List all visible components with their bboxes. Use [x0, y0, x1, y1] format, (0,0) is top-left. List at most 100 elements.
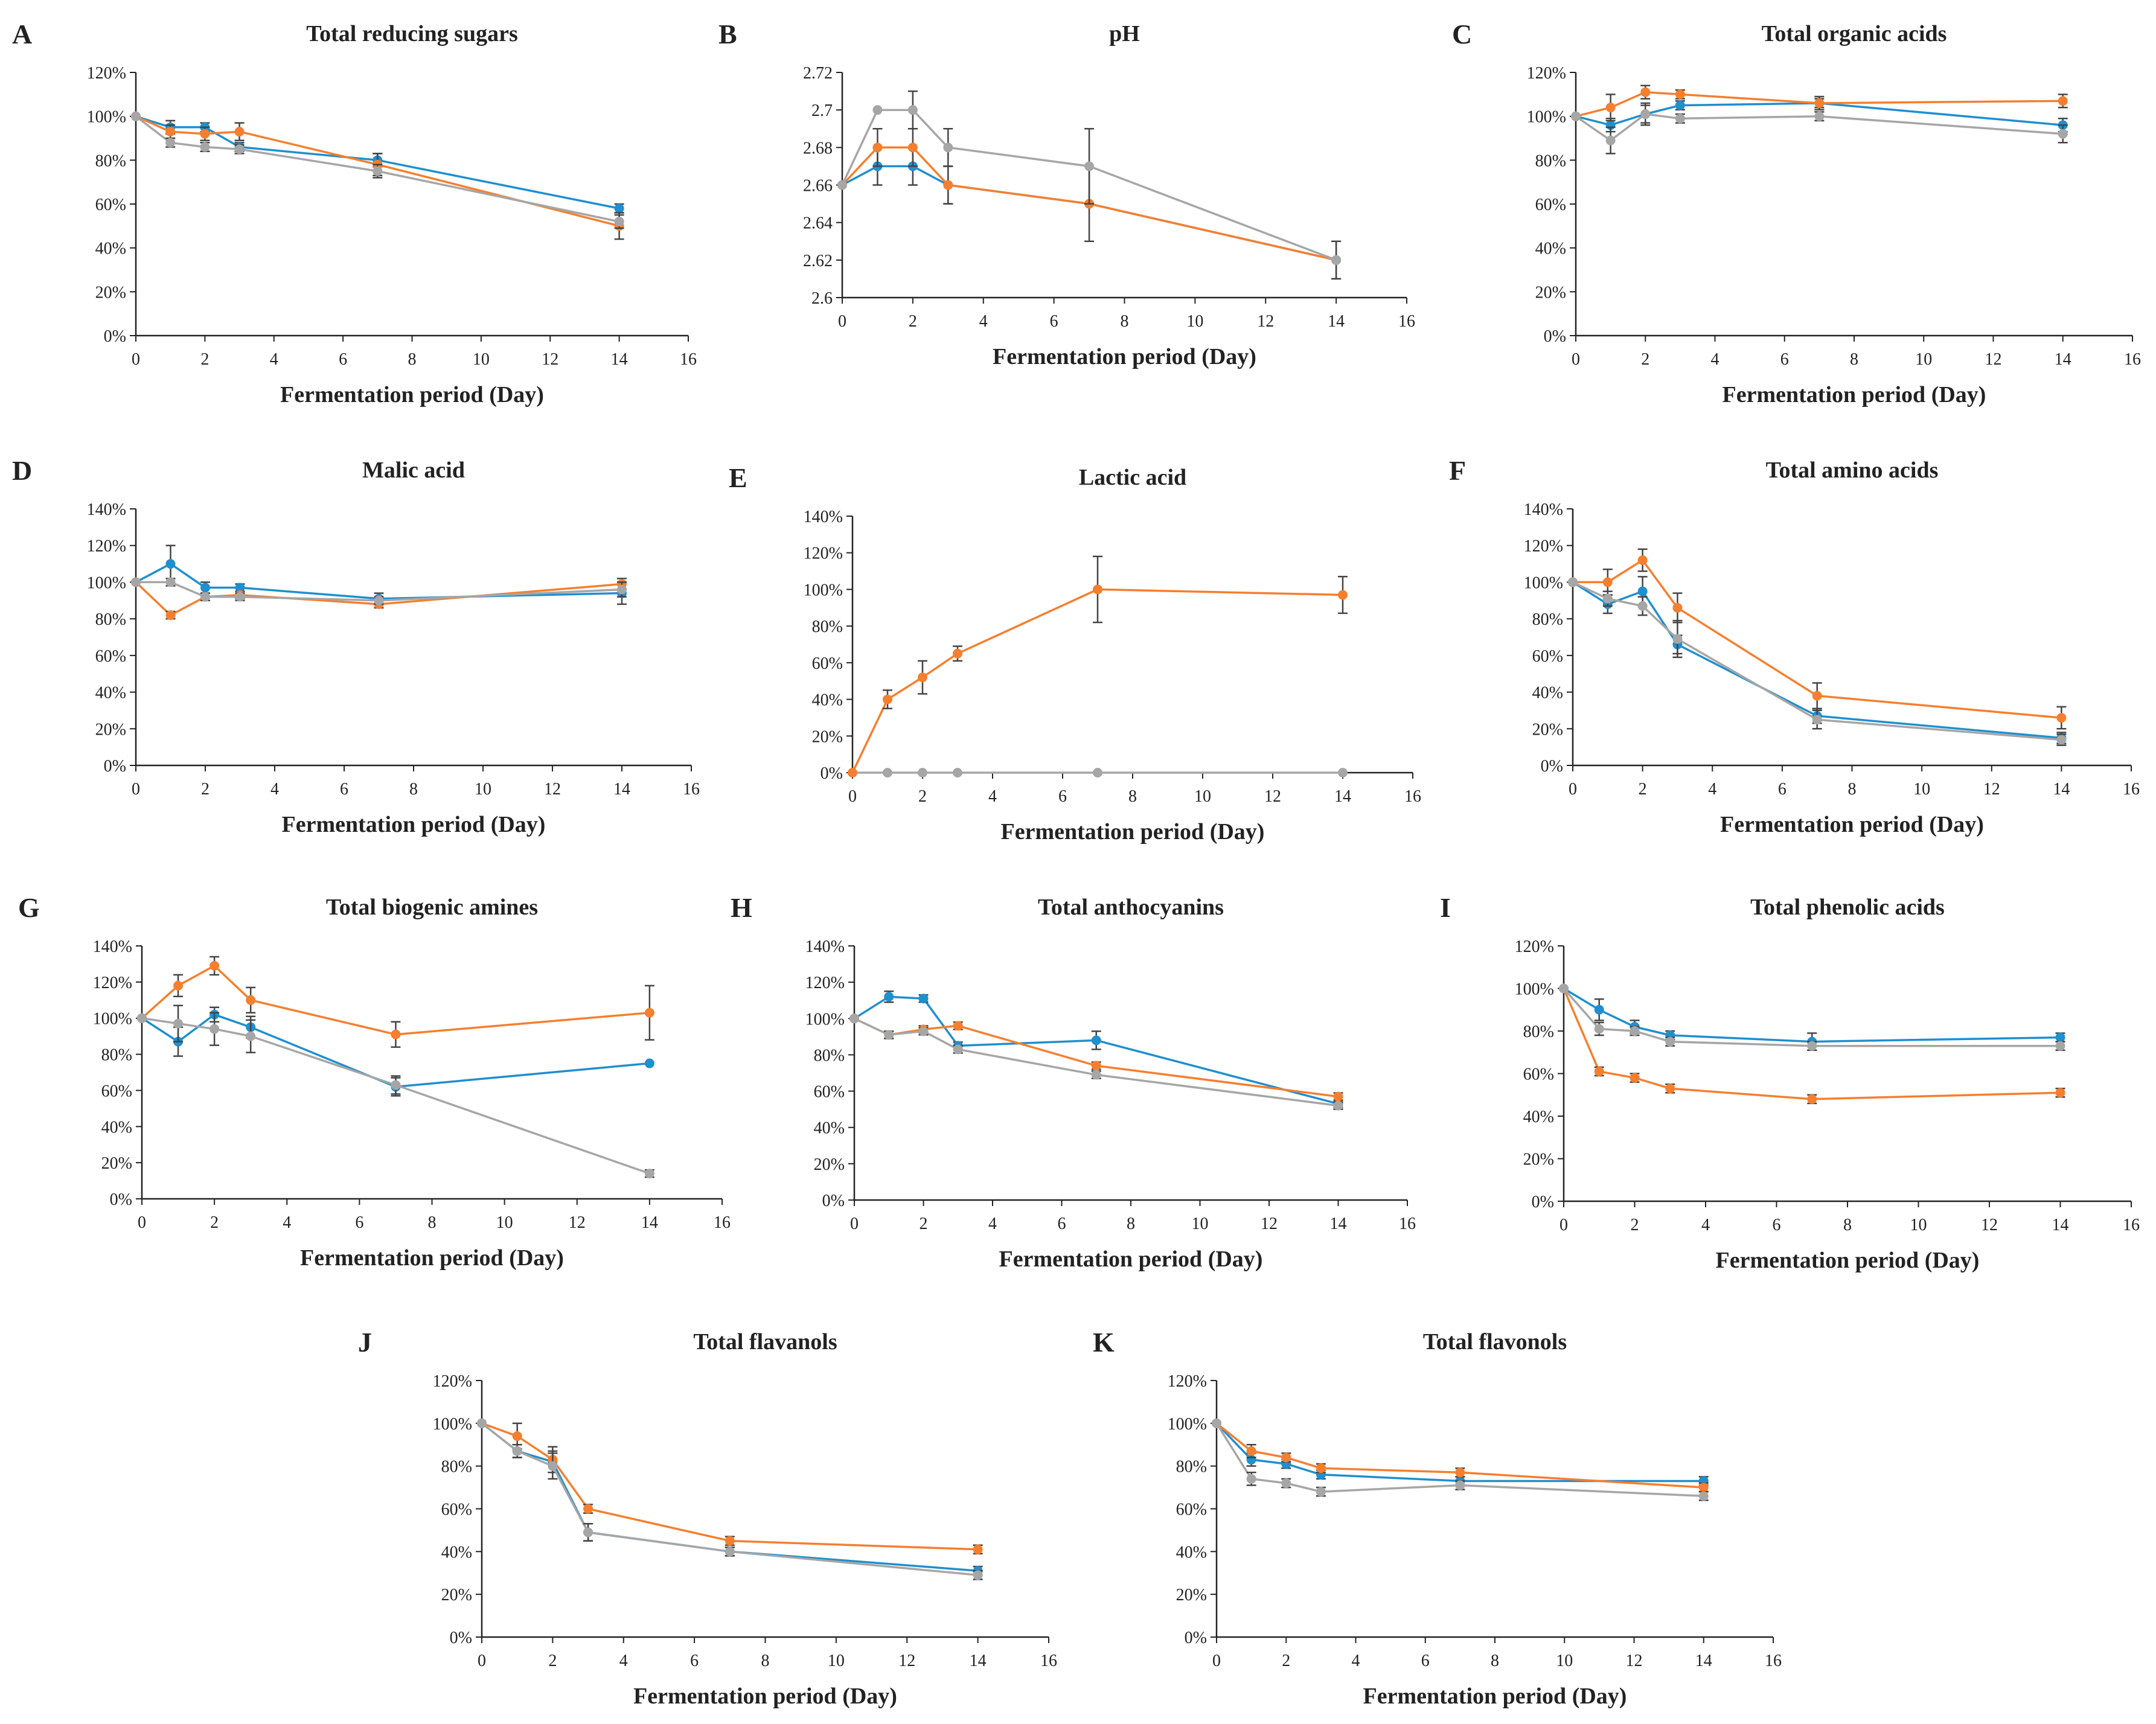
- y-tick-label: 140%: [1524, 500, 1563, 519]
- data-point: [1091, 1070, 1101, 1080]
- data-point: [1338, 768, 1348, 777]
- x-tick-label: 6: [690, 1652, 699, 1670]
- x-axis-label: Fermentation period (Day): [1720, 812, 1984, 837]
- data-point: [1675, 113, 1685, 124]
- data-point: [953, 768, 962, 777]
- series-gray: [137, 1004, 654, 1179]
- y-tick-label: 140%: [805, 937, 845, 956]
- y-tick-label: 20%: [95, 720, 126, 739]
- data-point: [512, 1431, 522, 1441]
- y-tick-label: 60%: [1523, 1065, 1554, 1084]
- data-point: [1281, 1478, 1291, 1488]
- y-tick-label: 100%: [1524, 573, 1563, 592]
- x-axis-label: Fermentation period (Day): [1716, 1248, 1980, 1273]
- x-tick-label: 10: [1556, 1652, 1573, 1670]
- chart-panel-c: C Total organic acids 0% 20% 40% 60% 80% 100% 12…: [1452, 19, 2141, 407]
- data-point: [1316, 1487, 1326, 1497]
- data-point: [1665, 1036, 1675, 1047]
- chart-panel-g: G Total biogenic amines 0% 20% 40% 60% 80% 100%…: [18, 892, 731, 1271]
- data-point: [165, 610, 176, 621]
- x-tick-label: 10: [1915, 350, 1932, 369]
- x-tick-label: 14: [2055, 350, 2071, 369]
- data-point: [1594, 1024, 1604, 1034]
- x-tick-label: 12: [1264, 787, 1281, 806]
- x-tick-label: 2: [201, 780, 210, 799]
- data-point: [200, 129, 210, 139]
- data-point: [1246, 1473, 1256, 1484]
- series-line: [481, 1422, 978, 1577]
- data-point: [210, 960, 220, 971]
- y-tick-label: 60%: [814, 1083, 845, 1102]
- data-point: [614, 203, 624, 214]
- x-tick-label: 14: [1330, 1215, 1347, 1233]
- y-tick-label: 0%: [1541, 757, 1563, 776]
- panel-letter: F: [1449, 455, 1466, 486]
- data-point: [1333, 1100, 1343, 1111]
- series-line: [141, 1017, 650, 1175]
- y-tick-label: 40%: [814, 1119, 845, 1138]
- y-tick-label: 100%: [1168, 1415, 1207, 1434]
- series-line: [854, 1017, 1339, 1107]
- data-point: [583, 1504, 593, 1514]
- y-tick-label: 40%: [1532, 684, 1563, 703]
- series-line: [135, 115, 620, 227]
- y-tick-label: 140%: [87, 500, 126, 519]
- y-tick-label: 20%: [1176, 1586, 1207, 1604]
- data-point: [1602, 577, 1613, 587]
- data-point: [1675, 100, 1685, 110]
- x-tick-label: 10: [475, 780, 491, 799]
- data-point: [644, 1007, 654, 1018]
- data-point: [1814, 111, 1825, 121]
- panel-letter: K: [1093, 1327, 1115, 1358]
- data-point: [1672, 634, 1683, 644]
- data-point: [1338, 590, 1348, 600]
- data-point: [2056, 713, 2067, 723]
- x-tick-label: 2: [918, 787, 927, 806]
- chart-panel-j: J Total flavanols 0% 20% 40% 60% 80% 100% 120% 0 2…: [358, 1327, 1057, 1709]
- series-line: [136, 581, 622, 602]
- x-axis-label: Fermentation period (Day): [1363, 1684, 1627, 1709]
- data-point: [583, 1527, 593, 1537]
- data-point: [137, 1013, 147, 1023]
- x-tick-label: 16: [2123, 780, 2140, 799]
- x-tick-label: 8: [1850, 350, 1858, 369]
- data-point: [1084, 161, 1095, 171]
- data-point: [165, 559, 176, 569]
- data-point: [512, 1446, 522, 1456]
- series-line: [141, 1013, 650, 1088]
- y-tick-label: 60%: [101, 1082, 132, 1100]
- x-tick-label: 8: [1843, 1216, 1852, 1234]
- panel-letter: A: [12, 19, 32, 49]
- x-tick-label: 10: [1910, 1216, 1927, 1234]
- data-point: [2058, 129, 2068, 139]
- x-tick-label: 12: [1626, 1652, 1643, 1670]
- data-point: [235, 583, 245, 593]
- data-point: [848, 768, 857, 777]
- data-point: [1812, 691, 1822, 701]
- y-tick-label: 80%: [1523, 1023, 1554, 1041]
- y-tick-label: 20%: [1535, 283, 1566, 302]
- x-tick-label: 16: [1399, 1215, 1416, 1233]
- y-tick-label: 20%: [101, 1154, 132, 1173]
- data-point: [918, 768, 927, 777]
- data-point: [165, 127, 176, 137]
- x-tick-label: 0: [838, 312, 846, 331]
- data-point: [2055, 1088, 2065, 1098]
- data-point: [548, 1461, 558, 1471]
- x-tick-label: 0: [1559, 1216, 1568, 1234]
- x-tick-label: 6: [340, 780, 348, 799]
- chart-title: Malic acid: [362, 458, 465, 483]
- chart-title: pH: [1109, 21, 1140, 46]
- x-axis-label: Fermentation period (Day): [993, 344, 1256, 369]
- y-tick-label: 40%: [95, 684, 126, 703]
- data-point: [235, 592, 245, 602]
- y-tick-label: 40%: [1523, 1108, 1554, 1126]
- y-tick-label: 100%: [1527, 108, 1566, 127]
- x-tick-label: 14: [641, 1213, 658, 1232]
- data-point: [953, 648, 962, 659]
- data-point: [1640, 87, 1651, 97]
- y-tick-label: 60%: [1532, 647, 1563, 666]
- y-tick-label: 60%: [95, 196, 126, 214]
- x-tick-label: 12: [1983, 780, 2000, 799]
- series-line: [841, 146, 1337, 261]
